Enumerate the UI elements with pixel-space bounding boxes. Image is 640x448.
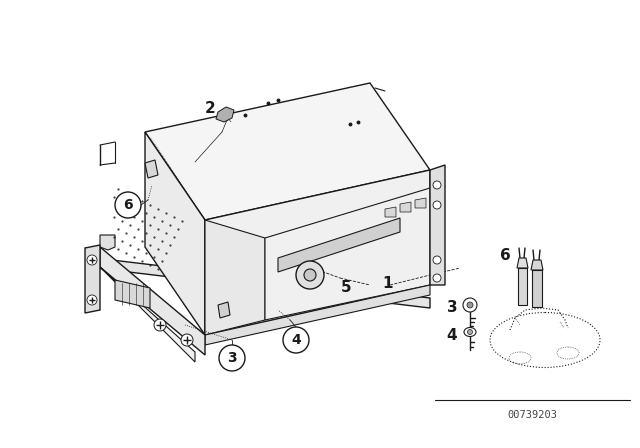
- Polygon shape: [415, 198, 426, 208]
- Polygon shape: [532, 270, 542, 307]
- Polygon shape: [400, 202, 411, 212]
- Text: 4: 4: [447, 327, 458, 343]
- Circle shape: [219, 345, 245, 371]
- Circle shape: [304, 269, 316, 281]
- Circle shape: [181, 334, 193, 346]
- Circle shape: [87, 295, 97, 305]
- Polygon shape: [85, 245, 100, 313]
- Polygon shape: [205, 285, 430, 345]
- Polygon shape: [115, 280, 150, 308]
- Polygon shape: [100, 235, 115, 250]
- Polygon shape: [517, 258, 528, 268]
- Polygon shape: [265, 188, 430, 320]
- Polygon shape: [205, 170, 430, 335]
- Circle shape: [296, 261, 324, 289]
- Circle shape: [283, 327, 309, 353]
- Circle shape: [467, 329, 472, 335]
- Polygon shape: [518, 268, 527, 305]
- Polygon shape: [100, 267, 195, 362]
- Ellipse shape: [464, 327, 476, 336]
- Polygon shape: [205, 220, 265, 335]
- Circle shape: [433, 201, 441, 209]
- Polygon shape: [100, 247, 205, 355]
- Polygon shape: [218, 302, 230, 318]
- Text: 6: 6: [500, 247, 510, 263]
- Circle shape: [154, 319, 166, 331]
- Circle shape: [433, 181, 441, 189]
- Circle shape: [463, 298, 477, 312]
- Circle shape: [87, 255, 97, 265]
- Text: 00739203: 00739203: [507, 410, 557, 420]
- Polygon shape: [216, 107, 234, 122]
- Polygon shape: [531, 260, 543, 270]
- Text: 3: 3: [227, 351, 237, 365]
- Polygon shape: [145, 160, 158, 178]
- Polygon shape: [145, 132, 205, 335]
- Polygon shape: [278, 218, 400, 272]
- Text: 1: 1: [383, 276, 393, 290]
- Text: 6: 6: [123, 198, 133, 212]
- Circle shape: [115, 192, 141, 218]
- Circle shape: [433, 256, 441, 264]
- Text: 4: 4: [291, 333, 301, 347]
- Text: 5: 5: [340, 280, 351, 294]
- Text: 2: 2: [205, 100, 216, 116]
- Polygon shape: [95, 258, 430, 308]
- Circle shape: [467, 302, 473, 308]
- Polygon shape: [430, 165, 445, 285]
- Circle shape: [433, 274, 441, 282]
- Polygon shape: [385, 207, 396, 217]
- Text: 3: 3: [447, 300, 458, 314]
- Polygon shape: [145, 83, 430, 220]
